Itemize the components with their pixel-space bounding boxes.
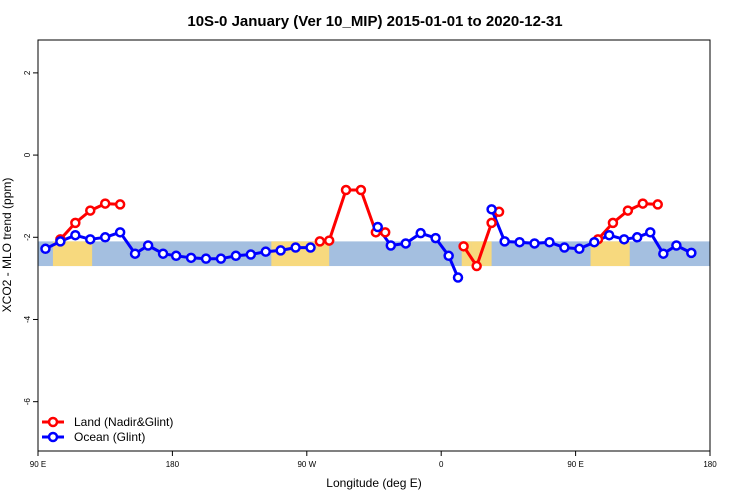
legend-land-label: Land (Nadir&Glint) [74, 415, 173, 429]
ocean-data-point [215, 253, 227, 264]
land-data-point [99, 198, 111, 209]
land-data-point [637, 198, 649, 209]
ocean-data-point [443, 250, 454, 262]
legend-ocean-label: Ocean (Glint) [74, 430, 145, 444]
y-tick-label: -2 [23, 233, 32, 241]
ocean-data-point [245, 249, 257, 260]
land-data-point [323, 235, 335, 246]
land-patch [461, 241, 472, 267]
ocean-data-point [631, 232, 643, 243]
ocean-data-point [603, 229, 615, 241]
land-data-point [379, 227, 391, 238]
ocean-data-point [230, 250, 242, 262]
ocean-data-point [486, 204, 497, 215]
ocean-data-point [275, 245, 286, 256]
land-data-point [355, 184, 367, 196]
legend-ocean-marker [47, 431, 59, 443]
x-tick-label: 180 [166, 460, 180, 469]
ocean-data-point [142, 240, 154, 251]
ocean-data-point [529, 238, 540, 249]
ocean-data-point [671, 240, 682, 251]
legend: Land (Nadir&Glint)Ocean (Glint) [42, 415, 173, 444]
land-data-point [471, 260, 482, 272]
land-data-point [340, 184, 352, 196]
legend-land-marker [47, 416, 59, 428]
ocean-data-point [559, 242, 570, 253]
land-data-point [85, 205, 96, 216]
y-tick-label: -6 [23, 398, 32, 406]
ocean-data-point [114, 227, 126, 238]
land-data-point [622, 205, 634, 216]
chart-title: 10S-0 January (Ver 10_MIP) 2015-01-01 to… [187, 13, 562, 30]
ocean-data-point [430, 232, 441, 244]
x-axis: 90 E 180 90 W 0 90 E 180 [30, 451, 717, 469]
ocean-data-point [514, 236, 525, 248]
ocean-data-point [452, 272, 464, 283]
ocean-data-point [686, 247, 697, 259]
ocean-data-point [618, 234, 630, 245]
y-tick-label: -4 [23, 315, 32, 323]
ocean-data-point [305, 242, 316, 253]
ocean-data-point [544, 236, 555, 248]
ocean-data-point [290, 242, 301, 253]
ocean-data-point [400, 238, 411, 249]
series-group [40, 184, 697, 283]
land-data-point [486, 217, 497, 229]
y-axis: 2 0 -2 -4 -6 [23, 70, 38, 405]
land-data-point [114, 199, 126, 210]
land-data-point [70, 217, 81, 229]
ocean-data-point [55, 236, 66, 247]
ocean-data-point [645, 227, 656, 238]
land-data-point [314, 236, 326, 247]
ocean-data-point [170, 250, 182, 262]
ocean-data-point [372, 221, 383, 233]
x-axis-label: Longitude (deg E) [326, 476, 421, 490]
ocean-data-point [415, 227, 426, 239]
ocean-data-point [185, 252, 197, 264]
ocean-data-point [99, 232, 111, 243]
ocean-data-point [574, 243, 585, 255]
plot-frame [37, 39, 711, 452]
ocean-data-point [40, 243, 51, 255]
ocean-data-point [658, 248, 669, 259]
ocean-data-point [385, 240, 397, 251]
ocean-data-point [85, 234, 96, 245]
x-tick-label: 0 [439, 460, 444, 469]
ocean-data-point [589, 236, 600, 248]
ocean-data-point [157, 248, 169, 259]
x-tick-label: 90 E [30, 460, 46, 469]
land-data-point [607, 217, 619, 229]
x-tick-label: 90 W [297, 460, 316, 469]
ocean-data-point [260, 246, 271, 257]
ocean-data-point [129, 248, 141, 259]
land-data-point [652, 199, 663, 210]
ocean-data-point [499, 236, 510, 247]
ocean-data-point [200, 253, 212, 264]
y-axis-label: XCO2 - MLO trend (ppm) [0, 178, 14, 313]
x-tick-label: 90 E [567, 460, 583, 469]
y-tick-label: 0 [23, 152, 32, 157]
y-tick-label: 2 [23, 70, 32, 75]
ocean-data-point [70, 229, 81, 241]
land-data-point [458, 241, 469, 252]
x-tick-label: 180 [703, 460, 717, 469]
